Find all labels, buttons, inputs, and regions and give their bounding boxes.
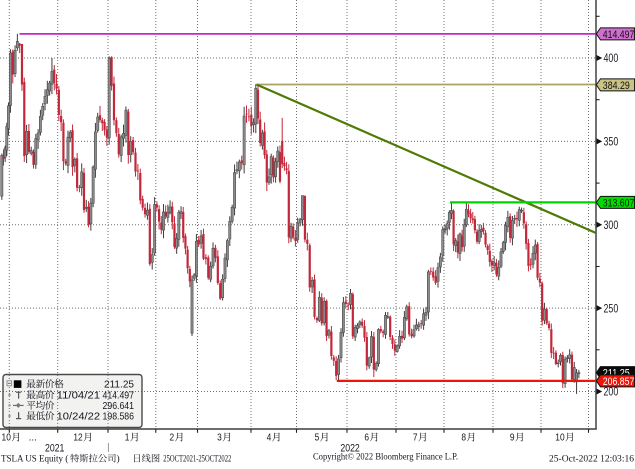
svg-text:211.25: 211.25 bbox=[104, 378, 134, 390]
svg-text:): ) bbox=[117, 454, 120, 464]
svg-text:2: 2 bbox=[170, 433, 175, 444]
svg-text:414.497: 414.497 bbox=[603, 29, 635, 41]
svg-text:400: 400 bbox=[604, 51, 619, 65]
svg-text:...: ... bbox=[29, 433, 37, 444]
svg-text:10: 10 bbox=[555, 433, 565, 444]
svg-text:9: 9 bbox=[510, 433, 515, 444]
svg-text:300: 300 bbox=[604, 218, 619, 232]
svg-text:4: 4 bbox=[267, 433, 272, 444]
svg-text:5: 5 bbox=[315, 433, 320, 444]
svg-text:TSLA US Equity: TSLA US Equity bbox=[1, 455, 63, 464]
svg-text:350: 350 bbox=[604, 135, 619, 149]
svg-text:313.607: 313.607 bbox=[603, 197, 635, 209]
svg-text:200: 200 bbox=[604, 385, 619, 399]
svg-text:206.857: 206.857 bbox=[603, 376, 635, 388]
svg-text:7: 7 bbox=[413, 433, 418, 444]
svg-text:2022: 2022 bbox=[340, 442, 359, 454]
svg-text:12: 12 bbox=[73, 433, 83, 444]
svg-text:250: 250 bbox=[604, 301, 619, 315]
svg-text:198.586: 198.586 bbox=[103, 410, 135, 422]
svg-text:25OCT2021-25OCT2022: 25OCT2021-25OCT2022 bbox=[163, 455, 231, 464]
svg-text:3: 3 bbox=[217, 433, 222, 444]
svg-text:384.29: 384.29 bbox=[603, 80, 630, 92]
svg-text:6: 6 bbox=[364, 433, 369, 444]
svg-text:11/04/21: 11/04/21 bbox=[57, 390, 101, 401]
svg-text:10: 10 bbox=[2, 433, 12, 444]
svg-text:10/24/22: 10/24/22 bbox=[57, 411, 101, 422]
svg-text:8: 8 bbox=[461, 433, 466, 444]
svg-text:2021: 2021 bbox=[45, 442, 64, 454]
svg-text:1: 1 bbox=[125, 433, 130, 444]
svg-text:414.497: 414.497 bbox=[103, 389, 135, 401]
svg-text:296.641: 296.641 bbox=[103, 400, 135, 412]
svg-text:(: ( bbox=[65, 454, 68, 464]
svg-text:25-Oct-2022 12:03:16: 25-Oct-2022 12:03:16 bbox=[549, 455, 634, 464]
svg-text:Copyright© 2022 Bloomberg Fina: Copyright© 2022 Bloomberg Finance L.P. bbox=[313, 452, 458, 463]
